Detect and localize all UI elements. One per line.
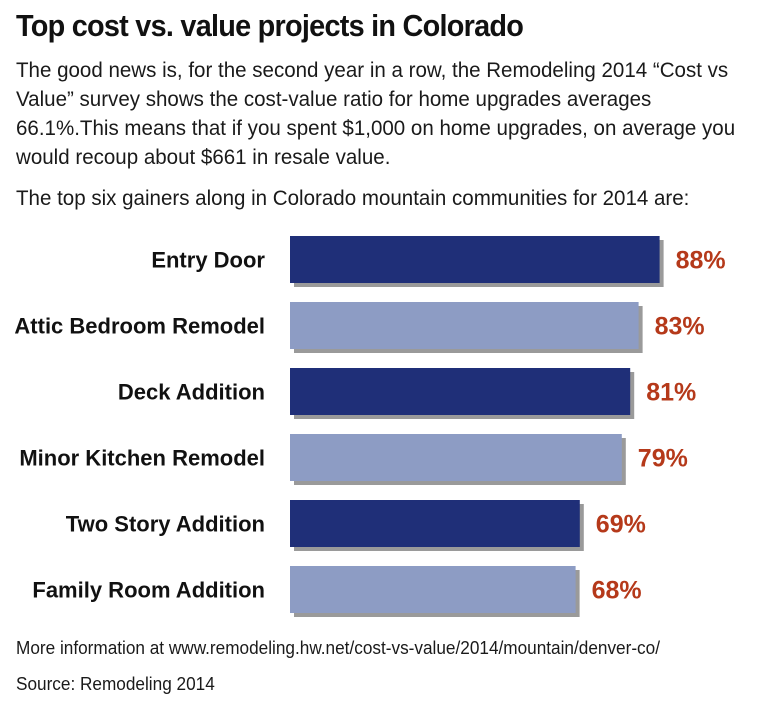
bar xyxy=(290,236,660,283)
bar xyxy=(290,566,576,613)
bar-chart: Entry Door 88% Attic Bedroom Remodel 83% Dec… xyxy=(14,236,726,617)
value-label: 83% xyxy=(655,313,705,341)
category-label: Two Story Addition xyxy=(66,512,265,537)
value-label: 79% xyxy=(638,445,688,473)
category-label: Deck Addition xyxy=(118,380,265,405)
bar xyxy=(290,500,580,547)
value-label: 69% xyxy=(596,511,646,539)
value-label: 81% xyxy=(646,379,696,407)
chart-title: Top cost vs. value projects in Colorado xyxy=(16,8,524,43)
bar xyxy=(290,434,622,481)
category-label: Family Room Addition xyxy=(32,578,265,603)
value-label: 68% xyxy=(592,577,642,605)
category-label: Minor Kitchen Remodel xyxy=(19,446,265,471)
value-label: 88% xyxy=(676,247,726,275)
more-info-text: More information at www.remodeling.hw.ne… xyxy=(16,638,660,658)
category-label: Entry Door xyxy=(151,248,265,273)
source-text: Source: Remodeling 2014 xyxy=(16,674,215,694)
bar xyxy=(290,302,639,349)
intro-paragraph: The good news is, for the second year in… xyxy=(16,58,736,169)
category-label: Attic Bedroom Remodel xyxy=(14,314,265,339)
bar xyxy=(290,368,631,415)
lead-sentence: The top six gainers along in Colorado mo… xyxy=(16,186,690,210)
